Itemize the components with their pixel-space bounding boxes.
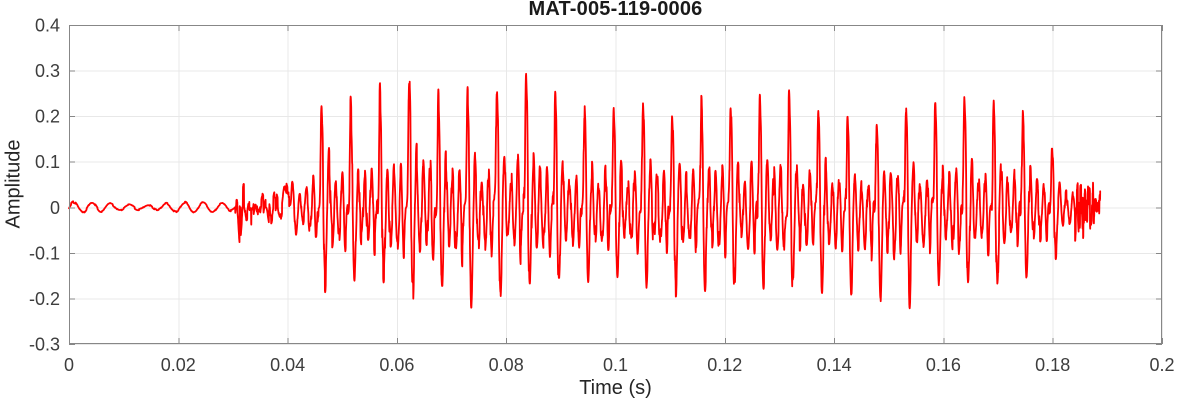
x-tick-label: 0.02 bbox=[161, 355, 196, 375]
x-tick-label: 0.08 bbox=[489, 355, 524, 375]
x-tick-label: 0.16 bbox=[926, 355, 961, 375]
y-tick-label: -0.3 bbox=[29, 335, 60, 355]
x-tick-label: 0 bbox=[64, 355, 74, 375]
x-tick-label: 0.1 bbox=[603, 355, 628, 375]
x-tick-label: 0.06 bbox=[379, 355, 414, 375]
y-tick-label: 0.3 bbox=[35, 61, 60, 81]
x-tick-label: 0.18 bbox=[1035, 355, 1070, 375]
y-tick-label: 0.1 bbox=[35, 152, 60, 172]
y-tick-label: 0.2 bbox=[35, 107, 60, 127]
x-tick-label: 0.14 bbox=[817, 355, 852, 375]
x-axis-label: Time (s) bbox=[579, 377, 652, 399]
x-tick-label: 0.12 bbox=[707, 355, 742, 375]
x-tick-label: 0.2 bbox=[1149, 355, 1174, 375]
plot-title: MAT-005-119-0006 bbox=[528, 0, 703, 20]
y-tick-label: -0.1 bbox=[29, 243, 60, 263]
x-tick-label: 0.04 bbox=[270, 355, 305, 375]
waveform-line bbox=[68, 72, 1102, 310]
y-tick-label: -0.2 bbox=[29, 289, 60, 309]
y-tick-label: 0 bbox=[50, 198, 60, 218]
y-tick-label: 0.4 bbox=[35, 16, 60, 36]
